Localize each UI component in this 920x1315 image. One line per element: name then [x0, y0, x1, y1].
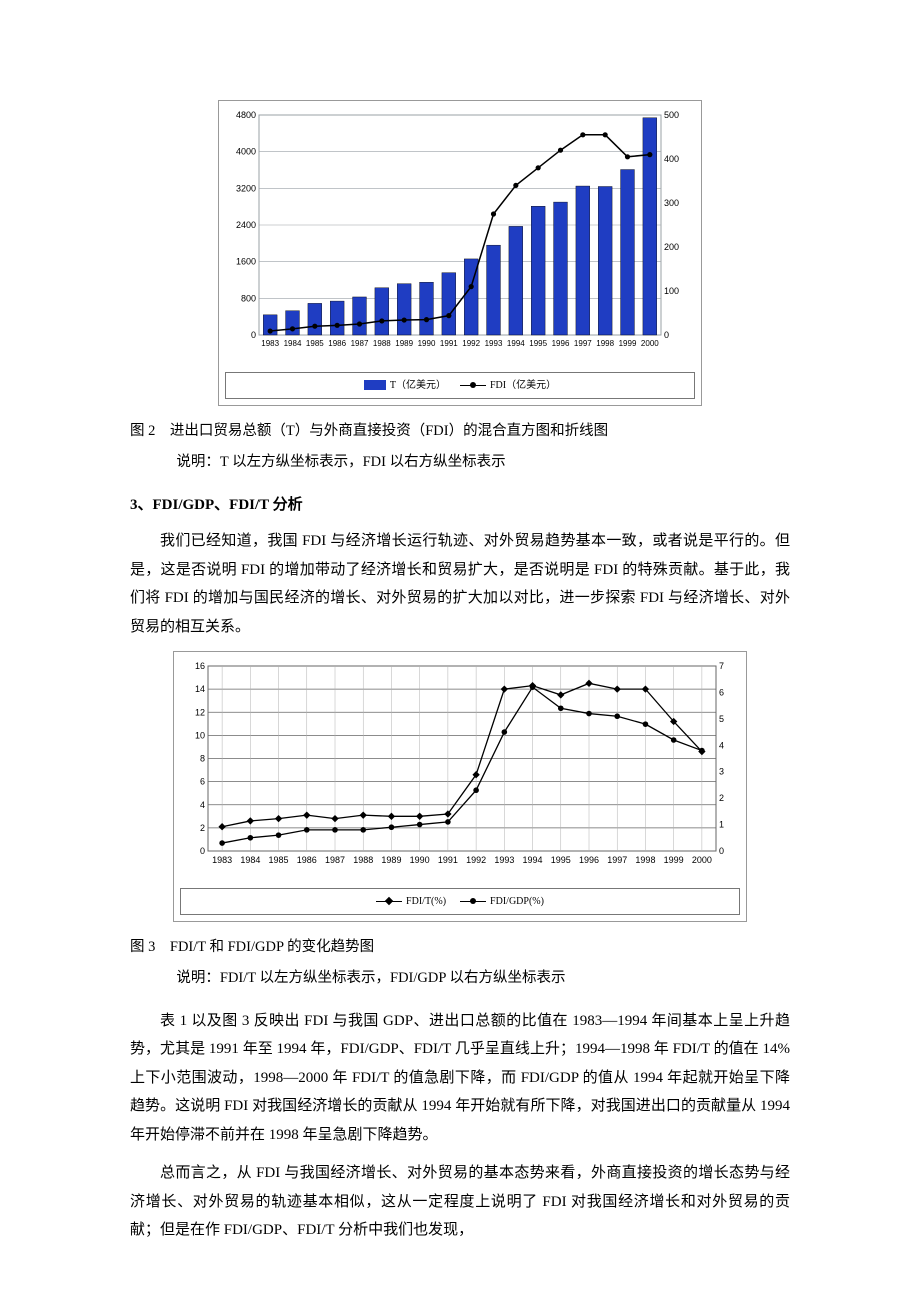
svg-text:1998: 1998: [596, 339, 614, 348]
svg-text:3: 3: [719, 767, 724, 777]
svg-text:4000: 4000: [236, 147, 256, 157]
figure-2-container: 0 800 1600 2400 3200 4000 4800 0 100 200 300 400 500…: [130, 100, 790, 406]
svg-text:100: 100: [664, 286, 679, 296]
body-paragraph-2: 表 1 以及图 3 反映出 FDI 与我国 GDP、进出口总额的比值在 1983…: [130, 1007, 790, 1150]
svg-text:1989: 1989: [395, 339, 413, 348]
legend-item-fdi-gdp: FDI/GDP(%): [460, 892, 544, 911]
legend-bar-label: T（亿美元）: [390, 376, 446, 395]
svg-text:10: 10: [195, 730, 205, 740]
body-paragraph-3: 总而言之，从 FDI 与我国经济增长、对外贸易的基本态势来看，外商直接投资的增长…: [130, 1159, 790, 1245]
svg-text:200: 200: [664, 242, 679, 252]
figure-2-caption: 图 2 进出口贸易总额（T）与外商直接投资（FDI）的混合直方图和折线图: [130, 418, 790, 446]
svg-text:1983: 1983: [212, 855, 232, 865]
svg-text:2000: 2000: [641, 339, 659, 348]
bar-swatch-icon: [364, 380, 386, 390]
body-paragraph-1: 我们已经知道，我国 FDI 与经济增长运行轨迹、对外贸易趋势基本一致，或者说是平…: [130, 527, 790, 641]
svg-text:1600: 1600: [236, 257, 256, 267]
svg-text:1999: 1999: [619, 339, 637, 348]
line-swatch-icon: [460, 380, 486, 390]
figure-3-caption: 图 3 FDI/T 和 FDI/GDP 的变化趋势图: [130, 934, 790, 962]
svg-text:1997: 1997: [574, 339, 592, 348]
svg-text:1998: 1998: [635, 855, 655, 865]
svg-text:1991: 1991: [438, 855, 458, 865]
svg-text:300: 300: [664, 198, 679, 208]
svg-text:1993: 1993: [494, 855, 514, 865]
svg-text:1984: 1984: [240, 855, 260, 865]
svg-text:14: 14: [195, 684, 205, 694]
figure-2-subcaption: 说明：T 以左方纵坐标表示，FDI 以右方纵坐标表示: [130, 449, 790, 477]
section-heading-3: 3、FDI/GDP、FDI/T 分析: [130, 491, 790, 520]
legend-fdi-t-label: FDI/T(%): [406, 892, 446, 911]
circle-line-swatch-icon: [460, 896, 486, 906]
figure-3-subcaption: 说明：FDI/T 以左方纵坐标表示，FDI/GDP 以右方纵坐标表示: [130, 965, 790, 993]
svg-text:6: 6: [200, 777, 205, 787]
figure-2-box: 0 800 1600 2400 3200 4000 4800 0 100 200 300 400 500…: [218, 100, 702, 406]
svg-text:1992: 1992: [466, 855, 486, 865]
svg-text:2: 2: [719, 793, 724, 803]
svg-text:1996: 1996: [579, 855, 599, 865]
svg-text:1999: 1999: [664, 855, 684, 865]
svg-text:0: 0: [719, 846, 724, 856]
svg-text:1984: 1984: [284, 339, 302, 348]
svg-text:500: 500: [664, 110, 679, 120]
svg-text:1993: 1993: [485, 339, 503, 348]
svg-text:1989: 1989: [381, 855, 401, 865]
svg-text:6: 6: [719, 688, 724, 698]
svg-text:1986: 1986: [328, 339, 346, 348]
legend-item-line: FDI（亿美元）: [460, 376, 556, 395]
figure-3-container: 0246810121416012345671983198419851986198…: [130, 651, 790, 922]
figure-2-chart: 0 800 1600 2400 3200 4000 4800 0 100 200 300 400 500…: [225, 107, 695, 357]
svg-text:1983: 1983: [261, 339, 279, 348]
legend-fdi-gdp-label: FDI/GDP(%): [490, 892, 544, 911]
svg-text:2: 2: [200, 823, 205, 833]
svg-text:1994: 1994: [523, 855, 543, 865]
svg-text:4800: 4800: [236, 110, 256, 120]
legend-line-label: FDI（亿美元）: [490, 376, 556, 395]
svg-text:1992: 1992: [462, 339, 480, 348]
svg-text:400: 400: [664, 154, 679, 164]
svg-text:1988: 1988: [353, 855, 373, 865]
legend-item-bar: T（亿美元）: [364, 376, 446, 395]
svg-text:12: 12: [195, 707, 205, 717]
svg-text:8: 8: [200, 754, 205, 764]
svg-text:4: 4: [719, 740, 724, 750]
svg-text:1997: 1997: [607, 855, 627, 865]
svg-text:1995: 1995: [529, 339, 547, 348]
svg-text:2400: 2400: [236, 220, 256, 230]
svg-text:1995: 1995: [551, 855, 571, 865]
svg-text:0: 0: [200, 846, 205, 856]
svg-text:1987: 1987: [351, 339, 369, 348]
figure-3-chart: 0246810121416012345671983198419851986198…: [180, 658, 740, 873]
svg-text:0: 0: [251, 330, 256, 340]
diamond-line-swatch-icon: [376, 896, 402, 906]
legend-item-fdi-t: FDI/T(%): [376, 892, 446, 911]
svg-text:1985: 1985: [306, 339, 324, 348]
figure-3-legend: FDI/T(%) FDI/GDP(%): [180, 888, 740, 915]
svg-text:3200: 3200: [236, 183, 256, 193]
svg-text:1996: 1996: [552, 339, 570, 348]
svg-text:1: 1: [719, 820, 724, 830]
svg-text:16: 16: [195, 661, 205, 671]
svg-text:4: 4: [200, 800, 205, 810]
svg-text:1988: 1988: [373, 339, 391, 348]
svg-text:1986: 1986: [297, 855, 317, 865]
svg-text:0: 0: [664, 330, 669, 340]
svg-text:1985: 1985: [269, 855, 289, 865]
svg-text:1994: 1994: [507, 339, 525, 348]
svg-text:7: 7: [719, 661, 724, 671]
svg-text:1990: 1990: [418, 339, 436, 348]
svg-text:1987: 1987: [325, 855, 345, 865]
svg-text:800: 800: [241, 293, 256, 303]
figure-2-legend: T（亿美元） FDI（亿美元）: [225, 372, 695, 399]
svg-text:5: 5: [719, 714, 724, 724]
svg-text:2000: 2000: [692, 855, 712, 865]
svg-text:1991: 1991: [440, 339, 458, 348]
figure-3-box: 0246810121416012345671983198419851986198…: [173, 651, 747, 922]
svg-text:1990: 1990: [410, 855, 430, 865]
